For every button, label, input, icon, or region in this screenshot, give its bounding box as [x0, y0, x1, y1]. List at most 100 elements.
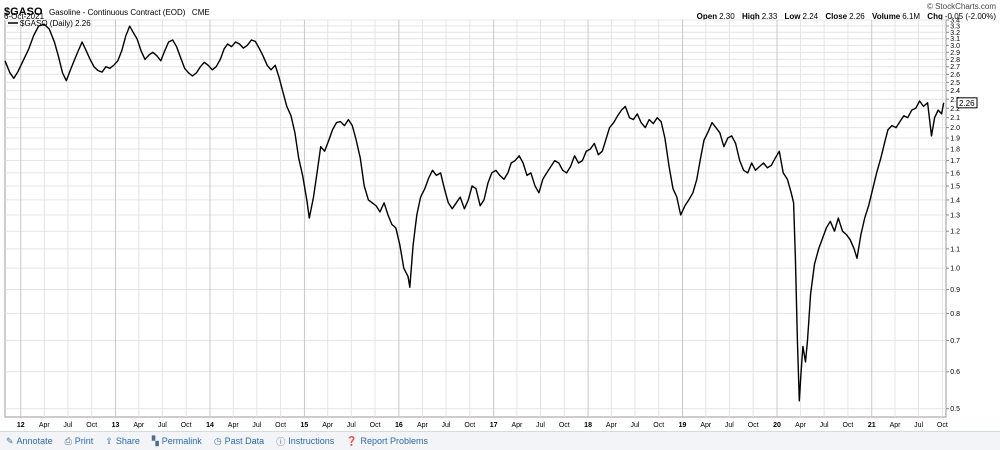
price-chart[interactable]: 0.5 0.6 0.7 0.8 0.9 1.0 1.1 1.2 1.3 1.4 1.5 1.6 1.7 1… [0, 0, 1000, 431]
y-tick-label: 1.0 [950, 266, 960, 273]
x-tick-label: 20 [773, 422, 781, 429]
annotate-label: Annotate [16, 436, 53, 446]
x-tick-label: Jul [914, 422, 923, 429]
x-axis: 12 Apr Jul Oct 13 Apr Jul Oct 14 Apr Jul Oct 15 Apr Ju… [17, 422, 948, 429]
close-label: Close [825, 12, 848, 21]
x-tick-label: Oct [559, 422, 570, 429]
x-tick-label: Apr [417, 422, 429, 429]
print-label: Print [74, 436, 94, 446]
x-tick-label: 18 [584, 422, 592, 429]
y-tick-label: 2.5 [950, 80, 960, 87]
x-tick-label: Jul [63, 422, 72, 429]
share-button[interactable]: ⇪ Share [105, 436, 140, 447]
y-tick-label: 1.1 [950, 246, 960, 253]
print-icon: ⎙ [64, 435, 72, 446]
past-data-label: Past Data [224, 436, 265, 446]
x-tick-label: Jul [820, 422, 829, 429]
x-tick-label: Jul [536, 422, 545, 429]
y-tick-label: 2.1 [950, 115, 960, 122]
open-label: Open [696, 12, 718, 21]
y-tick-label: 1.9 [950, 136, 960, 143]
x-tick-label: Apr [511, 422, 523, 429]
past-data-icon: ◷ [213, 435, 222, 446]
x-tick-label: Jul [347, 422, 356, 429]
y-tick-label: 1.7 [950, 158, 960, 165]
y-tick-label: 3.0 [950, 43, 960, 50]
x-tick-label: 21 [868, 422, 876, 429]
open-value: 2.30 [719, 12, 735, 21]
x-tick-label: Jul [442, 422, 451, 429]
y-tick-label: 3.3 [950, 24, 960, 31]
x-tick-label: Oct [370, 422, 381, 429]
high-value: 2.33 [761, 12, 778, 21]
x-tick-label: 19 [679, 422, 687, 429]
y-tick-label: 2.7 [950, 64, 960, 71]
y-tick-label: 1.5 [950, 183, 960, 190]
y-tick-label: 0.6 [950, 369, 960, 376]
share-icon: ⇪ [105, 435, 113, 446]
instructions-label: Instructions [288, 436, 335, 446]
x-tick-label: Jul [725, 422, 734, 429]
last-value-marker: 2.26 [956, 97, 978, 109]
chg-value: -0.05 (-2.00%) [944, 12, 996, 21]
print-button[interactable]: ⎙ Print [65, 436, 94, 447]
y-tick-label: 1.2 [950, 229, 960, 236]
x-tick-label: Apr [700, 422, 712, 429]
y-tick-label: 0.7 [950, 338, 960, 345]
x-tick-label: Oct [937, 422, 948, 429]
x-tick-label: Oct [86, 422, 97, 429]
past-data-button[interactable]: ◷ Past Data [214, 436, 264, 447]
share-label: Share [115, 436, 140, 446]
chart-date: 6-Oct-2021 [4, 12, 45, 21]
x-tick-label: Jul [252, 422, 261, 429]
x-tick-label: Oct [748, 422, 759, 429]
x-tick-label: 17 [490, 422, 498, 429]
price-line-series [4, 23, 945, 402]
exchange-label: CME [191, 8, 210, 17]
x-tick-label: Oct [842, 422, 853, 429]
report-problems-icon: ❓ [346, 435, 358, 446]
instructions-button[interactable]: ⓘ Instructions [276, 435, 334, 448]
low-label: Low [784, 12, 801, 21]
y-tick-label: 0.8 [950, 311, 960, 318]
last-value-box [956, 97, 978, 109]
last-value-label: 2.26 [959, 99, 975, 108]
symbol-title: $GASO [4, 6, 43, 18]
y-tick-label: 0.9 [950, 287, 960, 294]
chart-header: $GASO Gasoline - Continuous Contract (EO… [4, 2, 210, 20]
x-tick-label: Oct [275, 422, 286, 429]
annotate-icon: ✎ [6, 435, 14, 446]
x-tick-label: 12 [17, 422, 25, 429]
report-problems-button[interactable]: ❓ Report Problems [346, 436, 428, 447]
y-tick-label: 1.8 [950, 146, 960, 153]
y-tick-label: 2.3 [950, 97, 960, 104]
chart-footer-toolbar: ✎ Annotate ⎙ Print ⇪ Share ▚ Permalink ◷… [0, 431, 1000, 450]
high-label: High [741, 12, 760, 21]
permalink-icon: ▚ [151, 435, 159, 446]
y-tick-label: 1.3 [950, 212, 960, 219]
grid-layer [5, 19, 946, 417]
brand-label: © StockCharts.com [926, 2, 996, 11]
instructions-icon: ⓘ [276, 436, 286, 447]
y-tick-label: 3.2 [950, 30, 960, 37]
symbol-description: Gasoline - Continuous Contract (EOD) [48, 8, 186, 17]
x-tick-label: Jul [158, 422, 167, 429]
x-tick-label: Oct [464, 422, 475, 429]
x-tick-label: Apr [39, 422, 51, 429]
x-tick-label: Apr [795, 422, 807, 429]
x-tick-label: 14 [206, 422, 214, 429]
y-axis: 0.5 0.6 0.7 0.8 0.9 1.0 1.1 1.2 1.3 1.4 1.5 1.6 1.7 1… [946, 18, 960, 413]
x-tick-label: Apr [606, 422, 618, 429]
annotate-button[interactable]: ✎ Annotate [6, 436, 53, 447]
volume-value: 6.1M [902, 12, 921, 21]
x-tick-label: 13 [112, 422, 120, 429]
y-tick-label: 1.6 [950, 170, 960, 177]
y-tick-label: 3.4 [950, 18, 960, 25]
y-tick-label: 2.0 [950, 125, 960, 132]
x-tick-label: Apr [133, 422, 145, 429]
report-problems-label: Report Problems [360, 436, 428, 446]
ohlc-summary: Open 2.30 High 2.33 Low 2.24 Close 2.26 Volu… [692, 12, 996, 21]
y-tick-label: 2.6 [950, 72, 960, 79]
permalink-button[interactable]: ▚ Permalink [152, 436, 202, 447]
x-tick-label: Apr [228, 422, 240, 429]
